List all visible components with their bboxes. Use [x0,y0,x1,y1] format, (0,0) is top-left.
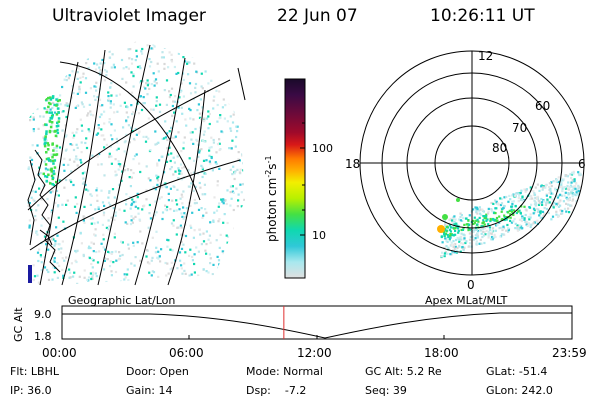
info-mode: Mode: Normal [246,365,323,378]
mlt-label-6: 6 [578,157,586,171]
info-door: Door: Open [126,365,189,378]
time-tick-0600: 06:00 [169,346,204,360]
altitude-tick-high: 9.0 [34,308,52,321]
info-seq: Seq: 39 [365,384,407,397]
time-tick-0000: 00:00 [42,346,77,360]
altitude-axis-label: GC Alt [12,307,25,342]
info-glat: GLat: -51.4 [486,365,548,378]
info-dsp: Dsp: -7.2 [246,384,307,397]
lat-label-80: 80 [492,141,507,155]
right-panel-label: Apex MLat/MLT [425,294,508,307]
auroral-oval-speckle [440,170,582,259]
colorbar-tick-10: 10 [312,229,326,242]
mlt-label-12: 12 [478,49,493,63]
info-gc-alt: GC Alt: 5.2 Re [365,365,442,378]
mlt-label-0: 0 [467,278,475,292]
mlt-label-18: 18 [345,157,360,171]
info-ip: IP: 36.0 [10,384,52,397]
date-label: 22 Jun 07 [277,6,358,26]
instrument-title: Ultraviolet Imager [52,6,206,26]
time-tick-1200: 12:00 [297,346,332,360]
lat-label-70: 70 [512,121,527,135]
left-panel-label: Geographic Lat/Lon [68,294,176,307]
colorbar-unit-label: photon cm-2s-1 [264,155,279,242]
left-grid-lines [27,44,246,286]
colorbar-tick-100: 100 [312,142,333,155]
coastline [27,149,61,273]
info-flt: Flt: LBHL [10,365,59,378]
lat-label-60: 60 [535,99,550,113]
time-label: 10:26:11 UT [430,6,535,26]
time-tick-1800: 18:00 [424,346,459,360]
info-gain: Gain: 14 [126,384,173,397]
time-tick-2359: 23:59 [552,346,587,360]
info-glon: GLon: 242.0 [486,384,553,397]
altitude-tick-low: 1.8 [34,330,52,343]
